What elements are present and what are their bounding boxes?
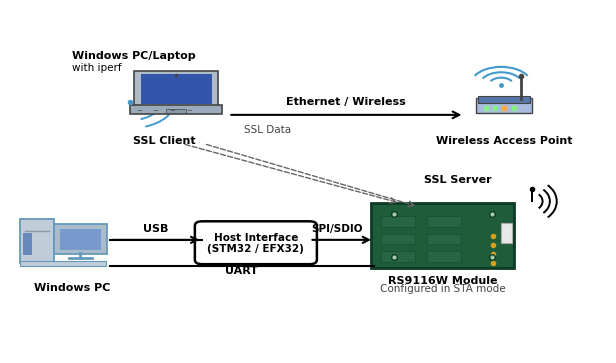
- FancyBboxPatch shape: [195, 221, 317, 264]
- Text: Host Interface: Host Interface: [214, 233, 298, 244]
- Text: SPI/SDIO: SPI/SDIO: [310, 224, 362, 234]
- Text: UART: UART: [225, 266, 259, 276]
- FancyBboxPatch shape: [60, 229, 101, 250]
- FancyBboxPatch shape: [381, 216, 415, 227]
- FancyBboxPatch shape: [428, 216, 461, 227]
- Text: RS9116W Module: RS9116W Module: [388, 276, 498, 286]
- FancyBboxPatch shape: [166, 109, 186, 113]
- Text: with iperf: with iperf: [72, 63, 121, 73]
- FancyBboxPatch shape: [428, 251, 461, 262]
- FancyBboxPatch shape: [476, 98, 532, 113]
- Text: Windows PC: Windows PC: [34, 284, 110, 293]
- FancyBboxPatch shape: [140, 74, 212, 104]
- FancyBboxPatch shape: [428, 233, 461, 244]
- FancyBboxPatch shape: [501, 223, 512, 243]
- Text: SSL Server: SSL Server: [424, 175, 492, 185]
- FancyBboxPatch shape: [381, 233, 415, 244]
- FancyBboxPatch shape: [478, 96, 530, 103]
- FancyBboxPatch shape: [20, 261, 105, 266]
- Text: Wireless Access Point: Wireless Access Point: [436, 136, 572, 146]
- Text: Ethernet / Wireless: Ethernet / Wireless: [286, 97, 406, 107]
- FancyBboxPatch shape: [371, 203, 514, 269]
- Text: Configured in STA mode: Configured in STA mode: [380, 285, 506, 294]
- FancyBboxPatch shape: [20, 219, 54, 263]
- FancyBboxPatch shape: [23, 233, 32, 256]
- Text: (STM32 / EFX32): (STM32 / EFX32): [208, 244, 304, 254]
- Text: USB: USB: [144, 224, 169, 234]
- Text: SSL Data: SSL Data: [243, 125, 291, 135]
- FancyBboxPatch shape: [381, 251, 415, 262]
- FancyBboxPatch shape: [134, 70, 218, 107]
- FancyBboxPatch shape: [131, 105, 222, 114]
- Text: SSL Client: SSL Client: [132, 136, 195, 146]
- FancyBboxPatch shape: [54, 224, 107, 254]
- Text: Windows PC/Laptop: Windows PC/Laptop: [72, 51, 195, 61]
